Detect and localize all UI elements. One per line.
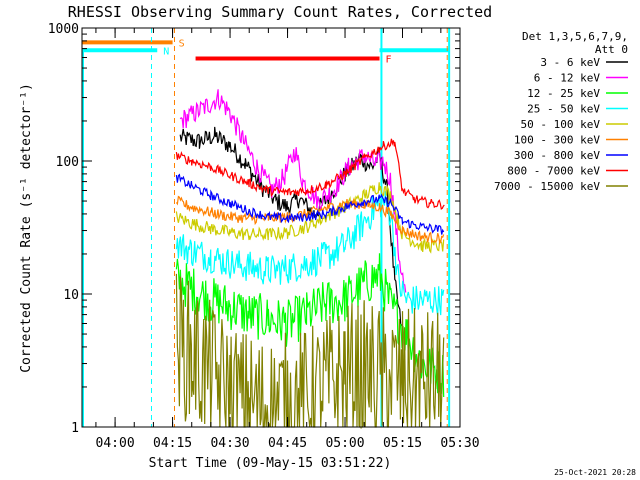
- flag-bars: SN F: [82, 38, 449, 65]
- x-tick-label: 04:30: [210, 436, 249, 451]
- x-axis: 04:00 04:15 04:30 04:45 05:00 05:15 05:30: [95, 28, 480, 451]
- flag-label: S: [179, 38, 185, 49]
- y-tick-label: 100: [56, 155, 79, 170]
- attenuator-lines: [82, 28, 451, 427]
- y-axis-label: Corrected Count Rate (s⁻¹ detector⁻¹): [19, 83, 34, 373]
- chart-title: RHESSI Observing Summary Count Rates, Co…: [68, 3, 492, 21]
- series-line: [179, 126, 403, 327]
- flag-label: N: [163, 46, 169, 57]
- x-tick-label: 05:15: [383, 436, 422, 451]
- legend-label: 800 - 7000 keV: [507, 165, 600, 178]
- x-tick-label: 04:00: [96, 436, 135, 451]
- legend-label: 12 - 25 keV: [527, 87, 600, 100]
- series-line: [175, 138, 445, 210]
- legend-label: 7000 - 15000 keV: [494, 180, 600, 193]
- legend-label: 6 - 12 keV: [534, 72, 601, 85]
- y-tick-label: 1000: [48, 22, 79, 37]
- legend-label: 300 - 800 keV: [514, 149, 600, 162]
- x-axis-label: Start Time (09-May-15 03:51:22): [149, 456, 392, 471]
- x-tick-label: 05:30: [440, 436, 479, 451]
- legend-header: Det 1,3,5,6,7,9,: [522, 30, 628, 43]
- flag-label: F: [386, 54, 392, 65]
- series-line: [175, 173, 445, 235]
- y-axis: 1 10 100 1000: [48, 22, 460, 436]
- x-tick-label: 05:00: [325, 436, 364, 451]
- legend: Det 1,3,5,6,7,9,Att 03 - 6 keV 6 - 12 keV…: [494, 30, 628, 193]
- series-line: [175, 182, 445, 254]
- x-tick-label: 04:15: [153, 436, 192, 451]
- plot-frame: [81, 27, 461, 428]
- legend-label: 50 - 100 keV: [521, 118, 601, 131]
- series-line: [175, 191, 445, 317]
- legend-label: 3 - 6 keV: [540, 56, 600, 69]
- legend-label: 100 - 300 keV: [514, 134, 600, 147]
- legend-header: Att 0: [595, 43, 628, 56]
- legend-label: 25 - 50 keV: [527, 103, 600, 116]
- series-line: [175, 195, 445, 245]
- timestamp: 25-Oct-2021 20:28: [554, 468, 636, 477]
- y-tick-label: 1: [71, 421, 79, 436]
- series-lines: [175, 89, 445, 430]
- series-line: [179, 89, 407, 293]
- x-tick-label: 04:45: [268, 436, 307, 451]
- y-tick-label: 10: [63, 288, 79, 303]
